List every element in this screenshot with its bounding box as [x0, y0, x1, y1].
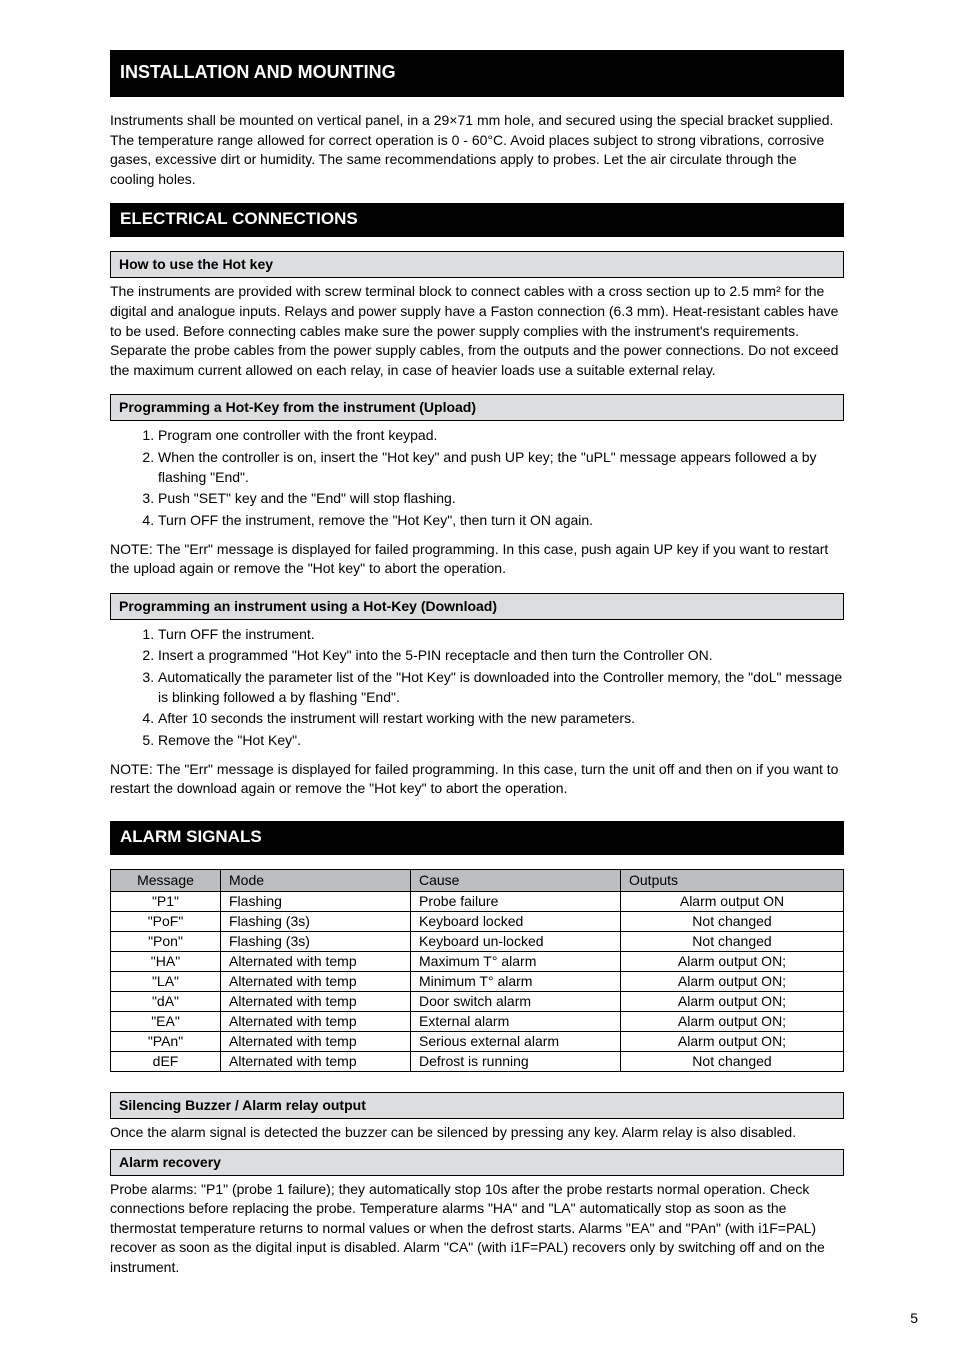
- table-row: "HA" Alternated with temp Maximum T° ala…: [111, 951, 844, 971]
- col-mode: Mode: [221, 869, 411, 891]
- howto-subheader: How to use the Hot key: [110, 251, 844, 278]
- cell: Not changed: [621, 911, 844, 931]
- installation-body: Instruments shall be mounted on vertical…: [110, 111, 844, 189]
- table-header-row: Message Mode Cause Outputs: [111, 869, 844, 891]
- table-row: "EA" Alternated with temp External alarm…: [111, 1011, 844, 1031]
- download-step: Remove the "Hot Key".: [158, 730, 844, 750]
- cell: Flashing: [221, 891, 411, 911]
- table-row: "PoF" Flashing (3s) Keyboard locked Not …: [111, 911, 844, 931]
- col-outputs: Outputs: [621, 869, 844, 891]
- programming-note: NOTE: The "Err" message is displayed for…: [110, 540, 844, 579]
- cell: "Pon": [111, 931, 221, 951]
- table-row: "P1" Flashing Probe failure Alarm output…: [111, 891, 844, 911]
- cell: External alarm: [411, 1011, 621, 1031]
- cell: "EA": [111, 1011, 221, 1031]
- download-step: Automatically the parameter list of the …: [158, 667, 844, 708]
- page-root: INSTALLATION AND MOUNTING Instruments sh…: [0, 0, 954, 1352]
- cell: Alternated with temp: [221, 1051, 411, 1071]
- download-steps: Turn OFF the instrument. Insert a progra…: [110, 624, 844, 750]
- silencing-body: Once the alarm signal is detected the bu…: [110, 1123, 844, 1143]
- cell: Alarm output ON;: [621, 971, 844, 991]
- cell: Defrost is running: [411, 1051, 621, 1071]
- cell: Maximum T° alarm: [411, 951, 621, 971]
- cell: "HA": [111, 951, 221, 971]
- cell: Alternated with temp: [221, 1011, 411, 1031]
- cell: Alarm output ON;: [621, 1011, 844, 1031]
- cell: Flashing (3s): [221, 911, 411, 931]
- cell: Door switch alarm: [411, 991, 621, 1011]
- programming-step: Turn OFF the instrument, remove the "Hot…: [158, 510, 844, 530]
- col-message: Message: [111, 869, 221, 891]
- cell: Keyboard locked: [411, 911, 621, 931]
- cell: Alternated with temp: [221, 991, 411, 1011]
- cell: Alarm output ON: [621, 891, 844, 911]
- cell: Alarm output ON;: [621, 991, 844, 1011]
- cell: "PoF": [111, 911, 221, 931]
- recovery-body: Probe alarms: "P1" (probe 1 failure); th…: [110, 1180, 844, 1278]
- electrical-header: ELECTRICAL CONNECTIONS: [110, 203, 844, 237]
- cell: "P1": [111, 891, 221, 911]
- cell: Not changed: [621, 931, 844, 951]
- col-cause: Cause: [411, 869, 621, 891]
- cell: Minimum T° alarm: [411, 971, 621, 991]
- cell: Serious external alarm: [411, 1031, 621, 1051]
- cell: Alarm output ON;: [621, 1031, 844, 1051]
- cell: Alarm output ON;: [621, 951, 844, 971]
- cell: Not changed: [621, 1051, 844, 1071]
- cell: Keyboard un-locked: [411, 931, 621, 951]
- cell: Probe failure: [411, 891, 621, 911]
- programming-subheader: Programming a Hot-Key from the instrumen…: [110, 394, 844, 421]
- programming-step: When the controller is on, insert the "H…: [158, 447, 844, 488]
- table-row: "Pon" Flashing (3s) Keyboard un-locked N…: [111, 931, 844, 951]
- download-step: Turn OFF the instrument.: [158, 624, 844, 644]
- table-row: "dA" Alternated with temp Door switch al…: [111, 991, 844, 1011]
- download-note: NOTE: The "Err" message is displayed for…: [110, 760, 844, 799]
- page-number: 5: [910, 1310, 918, 1326]
- alarm-header: ALARM SIGNALS: [110, 821, 844, 855]
- table-row: "PAn" Alternated with temp Serious exter…: [111, 1031, 844, 1051]
- cell: Alternated with temp: [221, 1031, 411, 1051]
- download-step: Insert a programmed "Hot Key" into the 5…: [158, 645, 844, 665]
- table-row: "LA" Alternated with temp Minimum T° ala…: [111, 971, 844, 991]
- silencing-subheader: Silencing Buzzer / Alarm relay output: [110, 1092, 844, 1119]
- programming-steps: Program one controller with the front ke…: [110, 425, 844, 529]
- recovery-subheader: Alarm recovery: [110, 1149, 844, 1176]
- cell: Alternated with temp: [221, 971, 411, 991]
- alarm-table-body: "P1" Flashing Probe failure Alarm output…: [111, 891, 844, 1071]
- electrical-body: The instruments are provided with screw …: [110, 282, 844, 380]
- cell: "LA": [111, 971, 221, 991]
- download-subheader: Programming an instrument using a Hot-Ke…: [110, 593, 844, 620]
- cell: Flashing (3s): [221, 931, 411, 951]
- cell: Alternated with temp: [221, 951, 411, 971]
- table-row: dEF Alternated with temp Defrost is runn…: [111, 1051, 844, 1071]
- installation-header: INSTALLATION AND MOUNTING: [110, 50, 844, 97]
- cell: "dA": [111, 991, 221, 1011]
- cell: dEF: [111, 1051, 221, 1071]
- download-step: After 10 seconds the instrument will res…: [158, 708, 844, 728]
- alarm-table: Message Mode Cause Outputs "P1" Flashing…: [110, 869, 844, 1072]
- programming-step: Program one controller with the front ke…: [158, 425, 844, 445]
- programming-step: Push "SET" key and the "End" will stop f…: [158, 488, 844, 508]
- cell: "PAn": [111, 1031, 221, 1051]
